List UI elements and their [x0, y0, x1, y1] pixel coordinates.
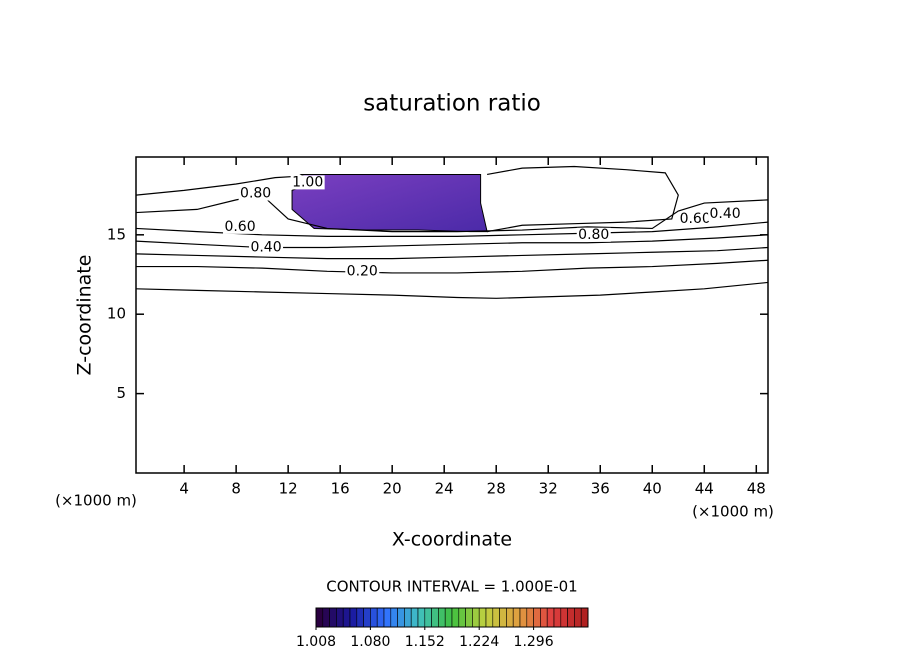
contour-line — [135, 246, 769, 260]
colorbar-tick-label: 1.080 — [350, 634, 390, 650]
colorbar-cell — [444, 607, 453, 628]
colorbar-cell — [519, 607, 528, 628]
colorbar-cell — [336, 607, 344, 628]
x-unit: (×1000 m) — [692, 503, 774, 521]
colorbar-cell — [472, 607, 480, 628]
contour-line — [487, 165, 679, 233]
colorbar-cell — [356, 607, 364, 628]
colorbar-cell — [526, 607, 534, 628]
colorbar-cell — [567, 607, 575, 628]
contour-label-bg — [345, 264, 380, 279]
contour-line — [136, 259, 769, 274]
colorbar-tick-label: 1.224 — [459, 634, 499, 650]
colorbar-cell — [370, 607, 378, 628]
colorbar-cell — [363, 607, 371, 628]
contour-line — [135, 281, 769, 299]
contour-label: 0.40 — [710, 206, 741, 222]
colorbar-cell — [499, 607, 507, 628]
colorbar-cell — [397, 607, 405, 628]
contour-label: 0.80 — [240, 186, 271, 202]
x-tick-label: 20 — [383, 480, 402, 498]
contour-label-bg — [576, 227, 611, 242]
colorbar-cell — [478, 607, 487, 628]
contour-label-bg — [238, 186, 273, 201]
colorbar-cell — [329, 607, 337, 628]
contour-label: 0.20 — [347, 263, 378, 279]
contour-label-bg — [290, 175, 325, 190]
colorbar-cell — [431, 607, 439, 628]
contour-interval: CONTOUR INTERVAL = 1.000E-01 — [326, 578, 577, 596]
x-tick-label: 4 — [179, 480, 189, 498]
colorbar-cell — [553, 607, 562, 628]
contour-label-bg — [708, 207, 743, 222]
contour-label: 0.40 — [250, 240, 281, 256]
contour-label-bg — [249, 240, 284, 255]
x-tick-label: 28 — [487, 480, 506, 498]
x-tick-label: 44 — [695, 480, 714, 498]
y-axis-label: Z-coordinate — [74, 255, 96, 376]
colorbar-tick-label: 1.296 — [514, 634, 554, 650]
contour-label-bg — [223, 219, 258, 234]
colorbar-cell — [458, 607, 466, 628]
contour-label-bg — [678, 211, 713, 226]
colorbar-frame — [315, 607, 589, 628]
x-tick-label: 48 — [747, 480, 766, 498]
x-tick-label: 36 — [591, 480, 610, 498]
colorbar-tick-label: 1.152 — [405, 634, 445, 650]
colorbar-cell — [376, 607, 385, 628]
colorbar-cell — [485, 607, 494, 628]
colorbar-cell — [506, 607, 514, 628]
colorbar-cell — [342, 607, 351, 628]
x-axis-label: X-coordinate — [392, 529, 512, 551]
colorbar-cell — [546, 607, 555, 628]
colorbar-cell — [322, 607, 330, 628]
contour-label: 0.80 — [578, 227, 609, 243]
colorbar-cell — [560, 607, 568, 628]
colorbar-cell — [465, 607, 473, 628]
colorbar-cell — [390, 607, 398, 628]
chart-title: saturation ratio — [363, 91, 541, 117]
contour-label: 0.60 — [680, 211, 711, 227]
y-unit: (×1000 m) — [55, 492, 137, 510]
colorbar-cell — [540, 607, 548, 628]
x-tick-label: 12 — [279, 480, 298, 498]
colorbar-cell — [580, 607, 589, 628]
contour-label: 1.00 — [292, 174, 323, 190]
colorbar-cell — [417, 607, 426, 628]
colorbar-cell — [424, 607, 432, 628]
x-tick-label: 40 — [643, 480, 662, 498]
colorbar-cell — [349, 607, 358, 628]
x-tick-label: 16 — [331, 480, 350, 498]
y-tick-label: 5 — [116, 384, 126, 402]
y-tick-label: 10 — [107, 305, 126, 323]
contour-line — [135, 234, 769, 249]
colorbar-cell — [574, 607, 582, 628]
contour-label: 0.60 — [224, 219, 255, 235]
colorbar-cell — [512, 607, 521, 628]
colorbar-cell — [383, 607, 392, 628]
colorbar-cell — [533, 607, 541, 628]
colorbar-cell — [451, 607, 460, 628]
x-tick-label: 24 — [435, 480, 454, 498]
colorbar-cell — [438, 607, 446, 628]
colorbar-cell — [410, 607, 419, 628]
colorbar-tick-label: 1.008 — [296, 634, 336, 650]
x-tick-label: 32 — [539, 480, 558, 498]
x-tick-label: 8 — [231, 480, 241, 498]
y-tick-label: 15 — [107, 225, 126, 243]
colorbar-cell — [404, 607, 412, 628]
contour-line — [135, 175, 302, 196]
colorbar-cell — [315, 607, 324, 628]
colorbar-cell — [492, 607, 500, 628]
plot-frame — [135, 156, 769, 474]
